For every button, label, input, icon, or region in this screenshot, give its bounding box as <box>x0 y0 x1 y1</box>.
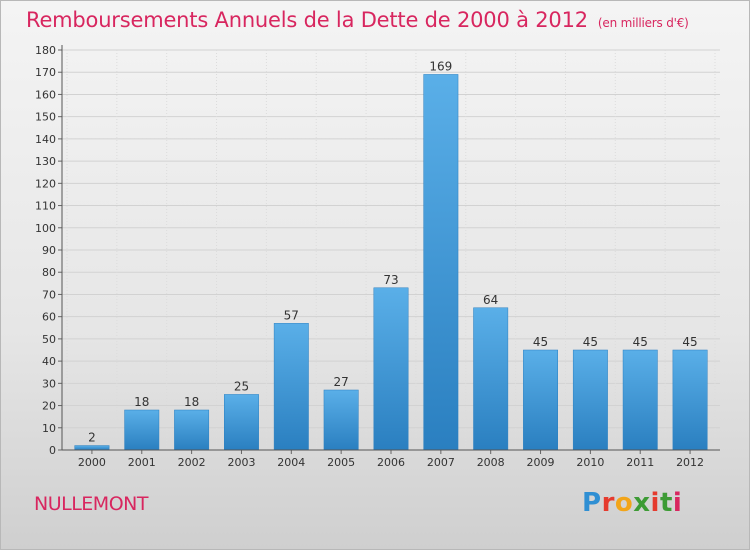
y-tick-label: 50 <box>42 333 56 346</box>
bar-value-label: 2 <box>88 431 96 445</box>
bar <box>124 409 160 451</box>
brand-letter: r <box>601 488 615 518</box>
y-tick-label: 110 <box>35 200 56 213</box>
y-tick-label: 160 <box>35 88 56 101</box>
y-tick-label: 10 <box>42 422 56 435</box>
bars <box>74 74 708 451</box>
x-tick-label: 2003 <box>227 456 255 469</box>
y-tick-label: 170 <box>35 66 56 79</box>
bar-value-label: 25 <box>234 379 249 393</box>
x-tick-label: 2011 <box>626 456 654 469</box>
y-tick-label: 40 <box>42 355 56 368</box>
y-tick-label: 70 <box>42 288 56 301</box>
bar <box>273 323 309 451</box>
chart-title-text: Remboursements Annuels de la Dette de 20… <box>26 8 588 32</box>
bar-value-label: 45 <box>633 335 648 349</box>
y-tick-label: 80 <box>42 266 56 279</box>
bar-value-label: 169 <box>429 59 452 73</box>
bar-value-label: 27 <box>334 375 349 389</box>
bar-value-label: 45 <box>533 335 548 349</box>
chart-title: Remboursements Annuels de la Dette de 20… <box>26 8 689 32</box>
y-tick-label: 140 <box>35 133 56 146</box>
x-tick-label: 2004 <box>277 456 305 469</box>
brand-letter: i <box>672 488 683 518</box>
y-tick-label: 150 <box>35 111 56 124</box>
x-tick-label: 2009 <box>527 456 555 469</box>
bar <box>672 349 708 451</box>
bar-value-label: 57 <box>284 308 299 322</box>
y-tick-label: 120 <box>35 177 56 190</box>
bar <box>74 445 110 451</box>
x-tick-label: 2012 <box>676 456 704 469</box>
x-tick-label: 2008 <box>477 456 505 469</box>
axes: 0 10 20 30 40 50 60 70 80 90 100 110 120 130 140 150 160… <box>35 44 720 469</box>
bar <box>224 394 259 451</box>
bar-value-label: 45 <box>682 335 697 349</box>
bar <box>423 74 459 451</box>
bar <box>622 349 658 451</box>
y-tick-label: 90 <box>42 244 56 257</box>
bar-value-label: 45 <box>583 335 598 349</box>
bar <box>373 287 409 451</box>
brand-letter: t <box>659 488 673 518</box>
data-labels: 2 18 18 25 57 27 73 169 64 45 45 45 45 <box>88 59 698 444</box>
y-tick-label: 0 <box>49 444 56 457</box>
y-tick-label: 20 <box>42 400 56 413</box>
y-tick-label: 100 <box>35 222 56 235</box>
bar-value-label: 64 <box>483 293 498 307</box>
proxiti-logo: Proxiti <box>582 488 682 518</box>
bar <box>473 307 509 451</box>
y-tick-label: 60 <box>42 311 56 324</box>
brand-letter: o <box>614 488 634 518</box>
x-tick-label: 2005 <box>327 456 355 469</box>
brand-letter: i <box>650 488 660 518</box>
bar-value-label: 18 <box>134 395 149 409</box>
brand-letter: x <box>633 488 651 518</box>
x-tick-label: 2007 <box>427 456 455 469</box>
city-name: NULLEMONT <box>34 493 148 515</box>
bar <box>323 389 359 451</box>
brand-letter: P <box>582 488 602 518</box>
x-tick-label: 2006 <box>377 456 405 469</box>
bar-value-label: 73 <box>383 273 398 287</box>
bar <box>174 409 210 451</box>
bar <box>523 349 558 451</box>
x-tick-label: 2000 <box>78 456 106 469</box>
x-tick-label: 2001 <box>128 456 156 469</box>
y-tick-label: 180 <box>35 44 56 57</box>
x-tick-label: 2010 <box>576 456 604 469</box>
x-tick-label: 2002 <box>178 456 206 469</box>
bar-value-label: 18 <box>184 395 199 409</box>
chart-unit: (en milliers d'€) <box>597 16 689 30</box>
y-tick-label: 30 <box>42 377 56 390</box>
y-tick-label: 130 <box>35 155 56 168</box>
bar <box>572 349 608 451</box>
